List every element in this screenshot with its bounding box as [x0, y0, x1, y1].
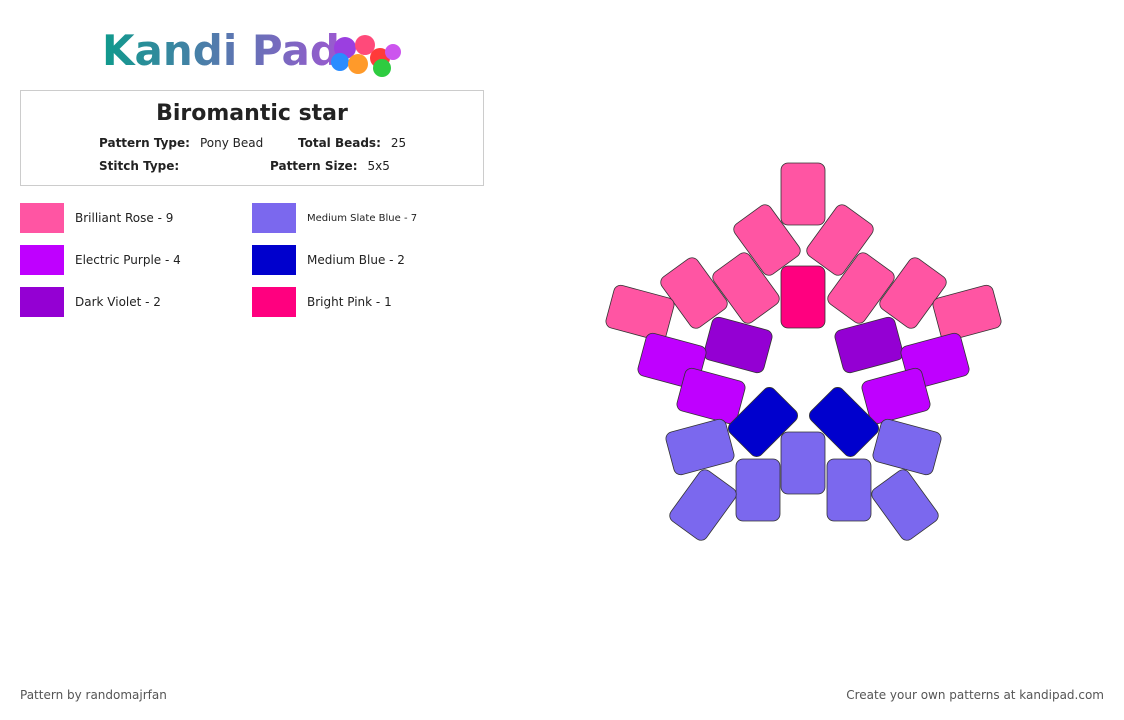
legend-label: Medium Slate Blue - 7 [307, 212, 418, 224]
field-label: Pattern Type: [99, 136, 190, 150]
legend-item: Medium Slate Blue - 7 [252, 203, 417, 233]
bead [809, 387, 879, 457]
bead [872, 418, 942, 476]
legend-label: Electric Purple - 4 [75, 253, 181, 267]
legend-item: Electric Purple - 4 [20, 245, 181, 275]
bead [780, 162, 826, 226]
bead [826, 458, 872, 522]
swatch [20, 245, 64, 275]
bead [806, 204, 874, 276]
bead [735, 458, 781, 522]
bead [827, 252, 895, 324]
legend-item: Brilliant Rose - 9 [20, 203, 173, 233]
field: Pattern Size: 5x5 [270, 159, 390, 173]
legend-item: Dark Violet - 2 [20, 287, 161, 317]
swatch [20, 203, 64, 233]
legend-item: Medium Blue - 2 [252, 245, 405, 275]
pattern-title: Biromantic star [156, 101, 348, 126]
bead [728, 387, 798, 457]
field-label: Total Beads: [298, 136, 381, 150]
field-label: Pattern Size: [270, 159, 358, 173]
bead [780, 265, 826, 329]
logo: Kandi Pad [102, 26, 401, 77]
bead [879, 257, 947, 329]
legend-item: Bright Pink - 1 [252, 287, 392, 317]
bead [669, 469, 737, 541]
swatch [20, 287, 64, 317]
legend-label: Brilliant Rose - 9 [75, 211, 174, 225]
field: Stitch Type: [99, 159, 189, 173]
credit: Pattern by randomajrfan [20, 688, 167, 702]
bead [660, 257, 728, 329]
legend-label: Bright Pink - 1 [307, 295, 392, 309]
pattern-info: Biromantic star Pattern Type: Pony Bead T… [20, 90, 484, 186]
bead [834, 316, 904, 374]
swatch [252, 287, 296, 317]
bead [871, 469, 939, 541]
legend-label: Dark Violet - 2 [75, 295, 161, 309]
bead [665, 418, 735, 476]
site-link[interactable]: Create your own patterns at kandipad.com [846, 688, 1104, 702]
field-label: Stitch Type: [99, 159, 180, 173]
bead [861, 367, 931, 425]
bead [733, 204, 801, 276]
swatch [252, 203, 296, 233]
bead [703, 316, 773, 374]
field: Total Beads: 25 [298, 136, 406, 150]
legend-label: Medium Blue - 2 [307, 253, 405, 267]
bead [932, 284, 1002, 342]
field-value: 25 [390, 136, 407, 150]
bead [712, 252, 780, 324]
logo-text: Kandi Pad [102, 26, 340, 75]
field: Pattern Type: Pony Bead [99, 136, 263, 150]
bead [676, 367, 746, 425]
field-value: 5x5 [367, 159, 390, 173]
bead [780, 431, 826, 495]
swatch [252, 245, 296, 275]
field-value: Pony Bead [199, 136, 264, 150]
bead [605, 284, 675, 342]
